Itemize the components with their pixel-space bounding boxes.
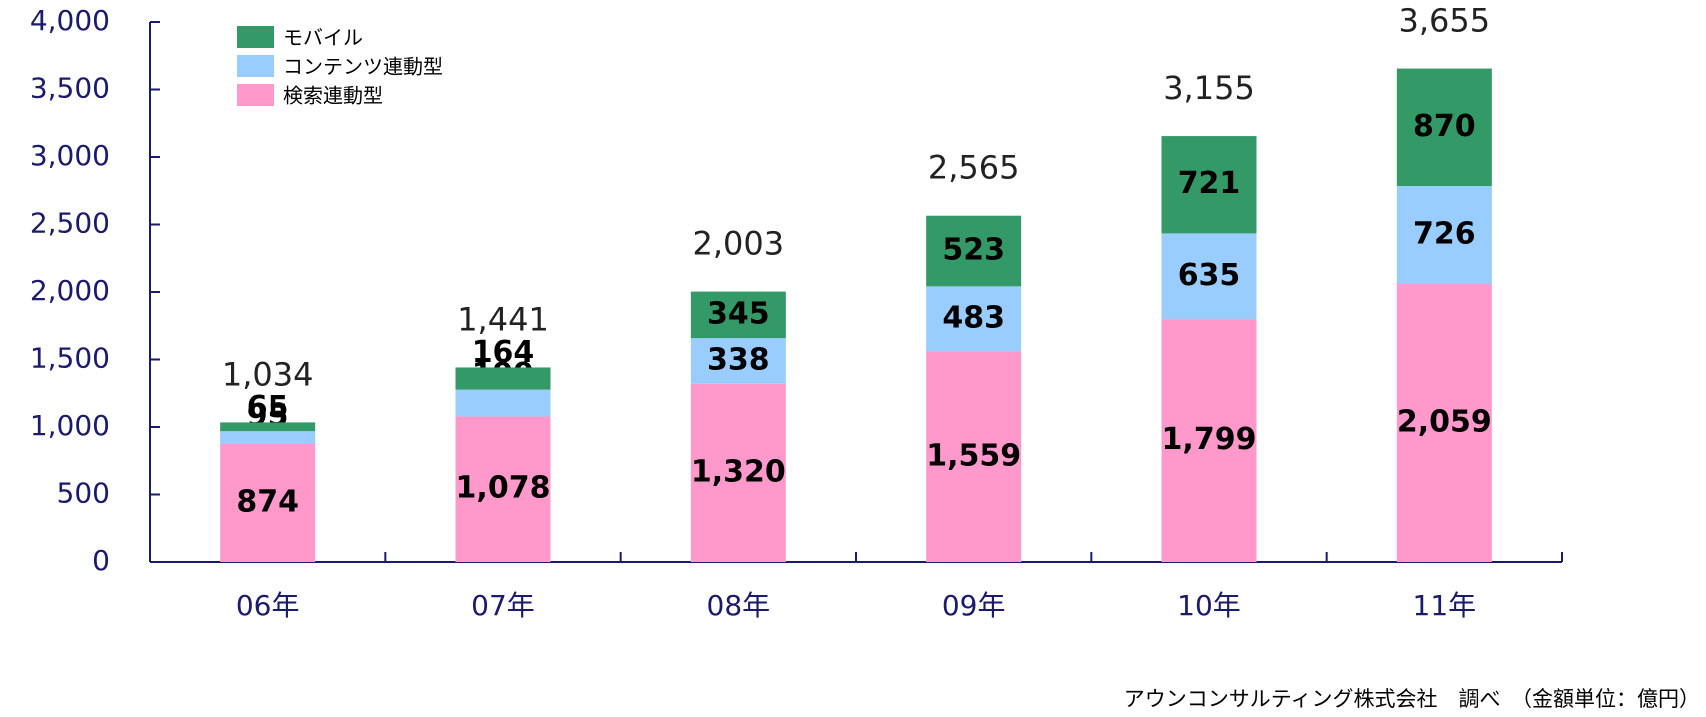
segment-label: 1,078 [456,471,551,506]
bar-segment [220,444,316,562]
x-tick-label: 09年 [942,589,1006,622]
bar-segment [690,291,786,339]
bar-segment [455,389,551,417]
x-tick-label: 08年 [707,589,771,622]
segment-label: 1,559 [926,438,1021,473]
legend-label: モバイル [283,26,363,50]
bar-segment [1161,319,1257,562]
bar-segment [690,383,786,562]
bar-segment [926,215,1022,287]
y-tick-label: 1,500 [30,342,110,375]
bar-segment [455,416,551,562]
bar-segment [926,351,1022,562]
segment-label: 65 [247,390,289,425]
segment-label: 338 [707,342,770,377]
segment-label: 874 [236,485,299,520]
bar-segment [1161,136,1257,234]
y-tick-label: 3,000 [30,139,110,172]
segment-label: 1,320 [691,454,786,489]
segment-label: 726 [1413,217,1476,252]
source-note: アウンコンサルティング株式会社 調べ （金額単位：億円） [1124,687,1700,711]
bar-segment [690,338,786,384]
segment-label: 483 [942,300,1005,335]
x-tick-label: 07年 [471,589,535,622]
y-tick-label: 0 [92,544,110,577]
bar-segment [1396,186,1492,285]
bar-segment [220,422,316,432]
legend-swatch [237,84,274,106]
bar-segment [455,367,551,390]
y-tick-label: 2,500 [30,207,110,240]
total-label: 3,655 [1399,2,1491,40]
legend-swatch [237,55,274,77]
segment-label: 870 [1413,109,1476,144]
y-tick-label: 2,000 [30,274,110,307]
segment-label: 523 [942,233,1005,268]
total-label: 2,565 [928,149,1020,187]
y-tick-label: 1,000 [30,409,110,442]
y-tick-label: 3,500 [30,72,110,105]
segment-label: 721 [1178,166,1241,201]
segment-label: 635 [1178,258,1241,293]
segment-label: 164 [472,335,535,370]
segment-label: 1,799 [1162,422,1257,457]
total-label: 2,003 [693,225,785,263]
bar-segment [926,286,1022,352]
x-tick-label: 06年 [236,589,300,622]
bar-segment [220,431,316,445]
segment-label: 345 [707,296,770,331]
total-label: 3,155 [1163,69,1255,107]
legend-label: 検索連動型 [283,84,383,108]
x-tick-label: 10年 [1177,589,1241,622]
total-label: 1,441 [457,300,549,338]
legend-swatch [237,26,274,48]
x-tick-label: 11年 [1413,589,1477,622]
segment-label: 2,059 [1397,405,1492,440]
bar-segment [1396,284,1492,562]
legend-label: コンテンツ連動型 [283,55,443,79]
bar-segment [1396,68,1492,187]
bar-segment [1161,233,1257,320]
total-label: 1,034 [222,355,314,393]
y-tick-label: 500 [57,477,110,510]
y-tick-label: 4,000 [30,4,110,37]
